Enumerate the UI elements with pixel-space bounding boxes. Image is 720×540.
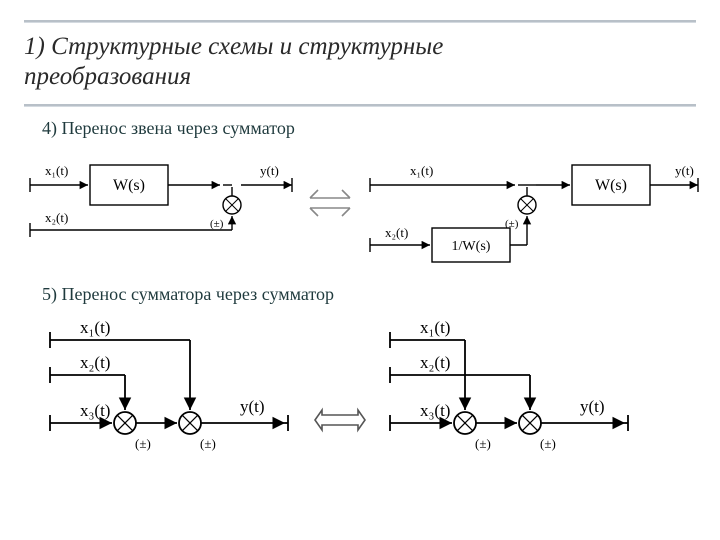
d5l-y: y(t) (240, 397, 265, 416)
d4l-ws-label: W(s) (113, 177, 145, 194)
d5r-pm1: (±) (475, 436, 491, 451)
d5-equiv-icon (313, 410, 365, 430)
d4-left: x₁(t) W(s) y(t) x₂(t) (±) (30, 163, 292, 237)
d4r-invws-label: 1/W(s) (452, 239, 491, 254)
d5r-x2: x₂(t) (420, 353, 450, 372)
diagram-5: x₁(t) x₂(t) x₃(t) (±) (±) y(t) (30, 315, 690, 480)
d5l-x3: x₃(t) (80, 401, 110, 420)
d4-right: x₁(t) (±) W(s) y(t) x₂(t) 1/W(s) (370, 163, 698, 262)
top-rule (24, 20, 696, 23)
under-rule (24, 104, 696, 107)
d4l-x2: x₂(t) (45, 210, 68, 225)
title-line-2: преобразования (24, 63, 191, 90)
d5l-x1: x₁(t) (80, 318, 110, 337)
d4r-x2: x₂(t) (385, 225, 408, 240)
d5-left: x₁(t) x₂(t) x₃(t) (±) (±) y(t) (50, 318, 288, 451)
d5r-y: y(t) (580, 397, 605, 416)
d5r-x3: x₃(t) (420, 401, 450, 420)
d5l-pm1: (±) (135, 436, 151, 451)
d5l-pm2: (±) (200, 436, 216, 451)
d4r-ws-label: W(s) (595, 177, 627, 194)
diagram-4: x₁(t) W(s) y(t) x₂(t) (±) x₁(t) (10, 150, 710, 275)
section-5-heading: 5) Перенос сумматора через сумматор (42, 284, 334, 305)
d4r-x1: x₁(t) (410, 163, 433, 178)
d4r-y: y(t) (675, 163, 694, 178)
d4l-pm: (±) (210, 218, 224, 230)
d4-equiv-icon (310, 190, 350, 216)
section-4-heading: 4) Перенос звена через сумматор (42, 118, 295, 139)
d4l-x1: x₁(t) (45, 163, 68, 178)
d5l-x2: x₂(t) (80, 353, 110, 372)
page-title: 1) Структурные схемы и структурные преоб… (24, 32, 443, 92)
d5r-pm2: (±) (540, 436, 556, 451)
title-line-1: 1) Структурные схемы и структурные (24, 33, 443, 60)
d4l-y: y(t) (260, 163, 279, 178)
d5-right: x₁(t) x₂(t) x₃(t) (±) (±) y(t) (390, 318, 628, 451)
d5r-x1: x₁(t) (420, 318, 450, 337)
